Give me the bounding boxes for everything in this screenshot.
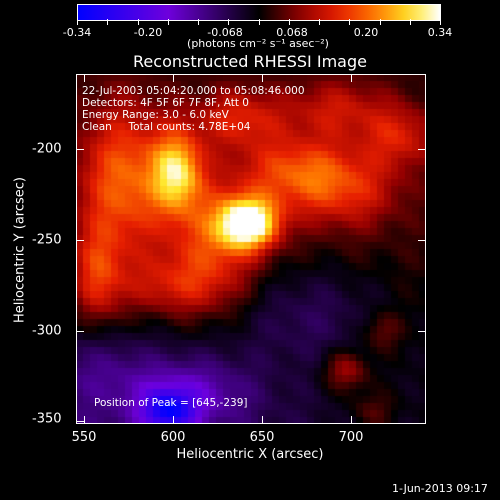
x-tick-label: 550 xyxy=(71,430,97,445)
colorbar-tick-label: 0.20 xyxy=(353,26,379,39)
datestamp: 1-Jun-2013 09:17 xyxy=(392,482,488,495)
clean-annotation: Clean Total counts: 4.78E+04 xyxy=(82,121,251,133)
colorbar-minor-tick xyxy=(409,19,411,25)
y-tick-label: -200 xyxy=(32,141,62,157)
colorbar-units: (photons cm⁻² s⁻¹ asec⁻²) xyxy=(187,37,329,50)
colorbar-minor-tick xyxy=(349,19,351,25)
y-tick-label: -350 xyxy=(32,411,62,427)
colorbar-tick-label: -0.34 xyxy=(62,26,92,39)
colorbar-minor-tick xyxy=(167,19,169,25)
rhessi-heatmap xyxy=(76,74,426,424)
x-tick-label: 600 xyxy=(160,430,186,445)
y-tick xyxy=(76,240,84,241)
colorbar-tick-label: -0.068 xyxy=(207,26,243,39)
peak-annotation: Position of Peak = [645,-239] xyxy=(94,397,248,409)
y-tick xyxy=(418,240,426,241)
x-tick-label: 700 xyxy=(338,430,364,445)
colorbar-tick-label: 0.34 xyxy=(427,26,453,39)
colorbar-minor-tick xyxy=(137,19,139,25)
y-tick-label: -250 xyxy=(32,232,62,248)
y-tick xyxy=(76,421,84,422)
colorbar-minor-tick xyxy=(288,19,290,25)
colorbar-minor-tick xyxy=(228,19,230,25)
y-tick xyxy=(418,149,426,150)
colorbar-minor-tick xyxy=(379,19,381,25)
colorbar-tick-label: -0.20 xyxy=(133,26,163,39)
colorbar-tick-label: 0.068 xyxy=(276,26,308,39)
energy-annotation: Energy Range: 3.0 - 6.0 keV xyxy=(82,109,229,121)
y-tick-label: -300 xyxy=(32,323,62,339)
plot-area: 22-Jul-2003 05:04:20.000 to 05:08:46.000… xyxy=(76,74,426,424)
plot-title: Reconstructed RHESSI Image xyxy=(133,52,367,71)
x-tick xyxy=(173,74,174,82)
colorbar-minor-tick xyxy=(107,19,109,25)
x-tick xyxy=(173,416,174,424)
x-tick xyxy=(262,74,263,82)
x-tick xyxy=(262,416,263,424)
x-tick xyxy=(351,416,352,424)
colorbar-minor-tick xyxy=(440,19,441,25)
y-tick xyxy=(76,149,84,150)
colorbar-minor-tick xyxy=(77,19,78,25)
colorbar-ticks xyxy=(77,19,441,27)
time-range-annotation: 22-Jul-2003 05:04:20.000 to 05:08:46.000 xyxy=(82,85,305,97)
x-tick-label: 650 xyxy=(249,430,275,445)
y-tick xyxy=(418,331,426,332)
detectors-annotation: Detectors: 4F 5F 6F 7F 8F, Att 0 xyxy=(82,97,249,109)
x-tick xyxy=(84,74,85,82)
x-tick xyxy=(84,416,85,424)
colorbar-minor-tick xyxy=(258,19,260,25)
y-axis-title: Heliocentric Y (arcsec) xyxy=(12,177,28,323)
x-tick xyxy=(351,74,352,82)
x-axis-title: Heliocentric X (arcsec) xyxy=(176,447,324,462)
colorbar-minor-tick xyxy=(319,19,320,25)
y-tick xyxy=(76,331,84,332)
colorbar-minor-tick xyxy=(198,19,199,25)
